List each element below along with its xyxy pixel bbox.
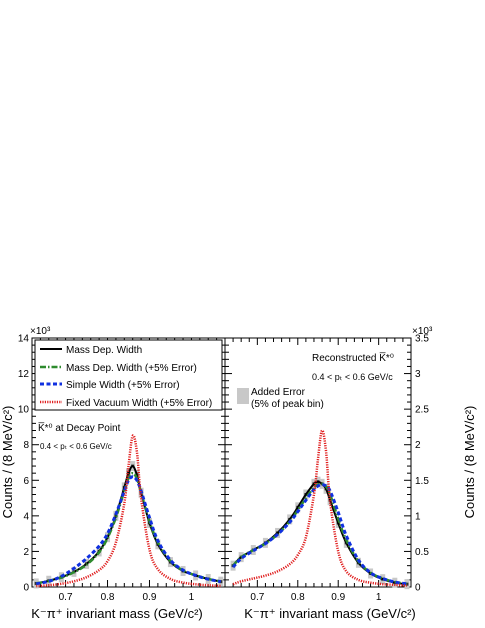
y-tick-label: 0: [23, 583, 29, 594]
y-tick-label: 0.5: [415, 547, 429, 558]
x-tick-label: 0.9: [331, 592, 345, 603]
left-multiplier: ×10³: [30, 326, 51, 337]
left-ylabel: Counts / (8 MeV/c²): [0, 406, 15, 519]
legend-label-simple: Simple Width (+5% Error): [66, 380, 180, 391]
y-tick-label: 2: [23, 547, 29, 558]
y-tick-label: 1.5: [415, 476, 429, 487]
y-tick-label: 6: [23, 476, 29, 487]
x-tick-label: 1: [189, 592, 195, 603]
y-tick-label: 14: [18, 334, 30, 345]
series-line-3: [35, 475, 222, 586]
right-xlabel: K⁻π⁺ invariant mass (GeV/c²): [244, 606, 416, 621]
left-legend: Mass Dep. Width Mass Dep. Width (+5% Err…: [34, 339, 223, 411]
y-tick-label: 8: [23, 440, 29, 451]
x-tick-label: 0.7: [250, 592, 264, 603]
right-plot-frame: [224, 337, 412, 588]
x-tick-label: 0.8: [101, 592, 115, 603]
series-line-2: [35, 471, 222, 585]
error-legend-line1: Added Error: [251, 387, 306, 398]
y-tick-label: 0: [415, 583, 421, 594]
right-data-points: [230, 476, 410, 590]
error-legend-line2: (5% of peak bin): [251, 399, 324, 410]
y-tick-label: 3: [415, 369, 421, 380]
x-tick-label: 1: [376, 592, 382, 603]
y-tick-label: 1: [415, 511, 421, 522]
right-ylabel: Counts / (8 MeV/c²): [462, 406, 477, 519]
left-annotation-cut: 0.4 < pₜ < 0.6 GeV/c: [40, 442, 112, 451]
legend-box: [34, 339, 223, 411]
right-series-curves: [231, 429, 408, 587]
series-line-2: [232, 482, 408, 586]
right-annotation-cut: 0.4 < pₜ < 0.6 GeV/c: [312, 372, 393, 382]
y-tick-label: 4: [23, 511, 29, 522]
right-multiplier: ×10³: [412, 326, 433, 337]
series-line-4: [36, 434, 221, 588]
y-tick-label: 2: [415, 440, 421, 451]
series-line-1: [232, 480, 408, 586]
x-tick-label: 0.7: [59, 592, 73, 603]
legend-label-fixed: Fixed Vacuum Width (+5% Error): [66, 398, 212, 409]
left-series-curves: [35, 434, 222, 588]
legend-label-mass-dep: Mass Dep. Width: [66, 345, 142, 356]
y-tick-label: 12: [18, 369, 30, 380]
x-tick-label: 0.9: [143, 592, 157, 603]
y-tick-label: 2.5: [415, 405, 429, 416]
series-line-4: [232, 429, 408, 587]
right-annotation-title: Reconstructed K̅*⁰: [312, 352, 394, 364]
y-tick-label: 3.5: [415, 334, 429, 345]
legend-label-mass-dep-err: Mass Dep. Width (+5% Error): [66, 363, 197, 374]
series-line-3: [231, 483, 408, 586]
left-xlabel: K⁻π⁺ invariant mass (GeV/c²): [31, 606, 203, 621]
y-tick-label: 10: [18, 405, 30, 416]
left-annotation-title: K̅*⁰ at Decay Point: [38, 422, 121, 434]
x-tick-label: 0.8: [291, 592, 305, 603]
error-legend-swatch: [237, 388, 249, 404]
